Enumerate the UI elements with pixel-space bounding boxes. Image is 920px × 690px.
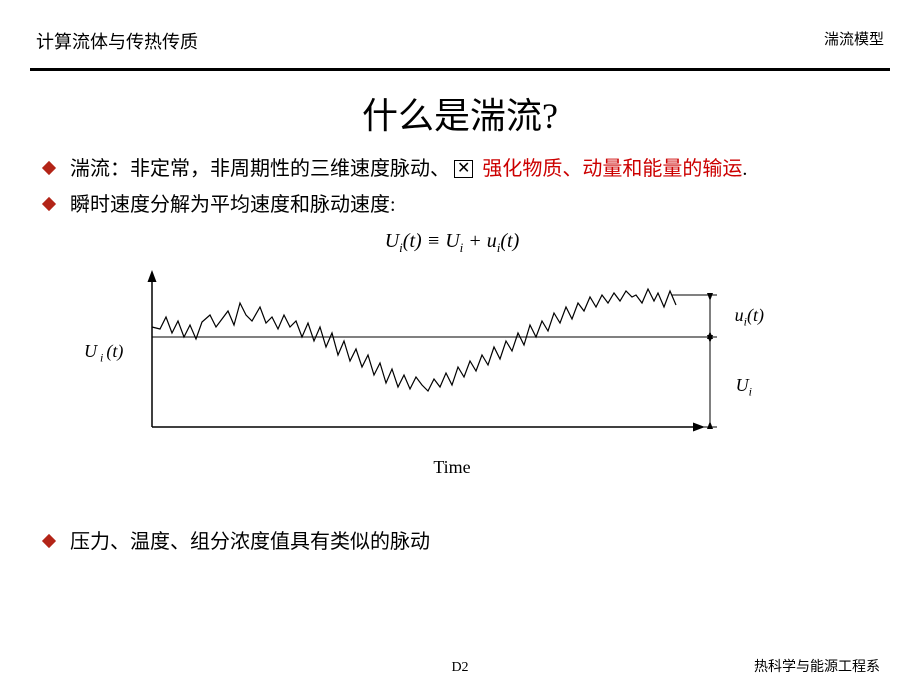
chart-mean-label: Ui bbox=[736, 371, 752, 402]
slide-header: 计算流体与传热传质 湍流模型 bbox=[0, 0, 920, 62]
ylab-i: i bbox=[97, 350, 106, 364]
delete-mark-icon: ✕ bbox=[454, 160, 473, 178]
bullet-1-text-red: 强化物质、动量和能量的输运 bbox=[482, 158, 742, 180]
slide-title: 什么是湍流? bbox=[0, 87, 920, 139]
chart-y-label: U i (t) bbox=[84, 337, 123, 368]
velocity-time-chart: U i (t) bbox=[142, 267, 762, 447]
diamond-bullet-icon bbox=[42, 197, 56, 211]
signal-polyline bbox=[152, 289, 676, 391]
eq-ufluct-t: (t) bbox=[500, 230, 519, 252]
bullet-1: 湍流：非定常，非周期性的三维速度脉动、✕ 强化物质、动量和能量的输运. bbox=[44, 153, 860, 185]
eq-Ui-t: (t) bbox=[403, 230, 422, 252]
velocity-decomposition-equation: Ui(t) ≡ Ui + ui(t) bbox=[44, 225, 860, 259]
ylab-U: U bbox=[84, 341, 97, 361]
eq-Ui-U: U bbox=[385, 230, 399, 252]
bullet-1-period: . bbox=[742, 158, 747, 180]
header-rule bbox=[30, 68, 890, 71]
diamond-bullet-icon bbox=[42, 161, 56, 175]
fluct-u: u bbox=[735, 305, 744, 325]
mean-i: i bbox=[749, 384, 752, 398]
eq-ufluct-u: u bbox=[487, 230, 497, 252]
chart-fluctuation-label: ui(t) bbox=[735, 301, 764, 332]
slide-content: 湍流：非定常，非周期性的三维速度脉动、✕ 强化物质、动量和能量的输运. 瞬时速度… bbox=[0, 139, 920, 558]
eq-plus: + bbox=[463, 230, 487, 252]
header-topic: 湍流模型 bbox=[824, 28, 884, 54]
department-name: 热科学与能源工程系 bbox=[754, 656, 880, 676]
eq-Umean-U: U bbox=[445, 230, 459, 252]
chart-x-label: Time bbox=[44, 453, 860, 482]
fluct-t: (t) bbox=[747, 305, 764, 325]
page-number: D2 bbox=[451, 660, 468, 676]
bullet-3-text: 压力、温度、组分浓度值具有类似的脉动 bbox=[70, 526, 860, 558]
diamond-bullet-icon bbox=[42, 534, 56, 548]
header-course-title: 计算流体与传热传质 bbox=[36, 28, 198, 54]
chart-svg bbox=[142, 267, 762, 437]
bullet-2-text: 瞬时速度分解为平均速度和脉动速度: bbox=[70, 189, 860, 221]
eq-equiv: ≡ bbox=[422, 230, 446, 252]
bullet-3: 压力、温度、组分浓度值具有类似的脉动 bbox=[44, 526, 860, 558]
mean-U: U bbox=[736, 375, 749, 395]
bullet-1-text: 湍流：非定常，非周期性的三维速度脉动、✕ 强化物质、动量和能量的输运. bbox=[70, 153, 860, 185]
bullet-1-text-black: 湍流：非定常，非周期性的三维速度脉动、 bbox=[70, 158, 450, 180]
bullet-2: 瞬时速度分解为平均速度和脉动速度: bbox=[44, 189, 860, 221]
ylab-t: (t) bbox=[106, 341, 123, 361]
